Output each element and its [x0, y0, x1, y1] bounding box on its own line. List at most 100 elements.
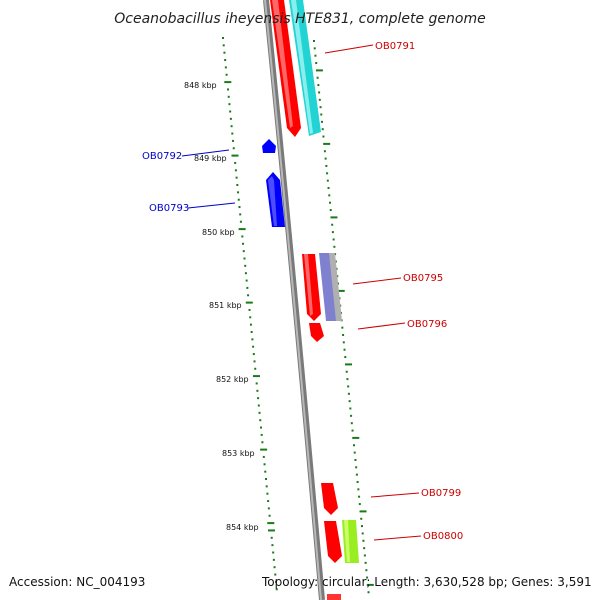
gene-label-ob0793[interactable]: OB0793 — [149, 203, 189, 214]
scale-label-854: 854 kbp — [226, 523, 259, 532]
outer-tick — [344, 363, 352, 366]
inner-tick — [224, 59, 227, 62]
inner-tick — [247, 294, 250, 297]
outer-tick — [337, 289, 345, 292]
inner-tick — [252, 353, 255, 356]
feature-ob0791[interactable] — [270, 0, 301, 137]
scale-label-850: 850 kbp — [202, 228, 235, 237]
inner-tick — [242, 242, 245, 245]
inner-tick — [270, 536, 273, 539]
outer-tick — [366, 576, 369, 579]
inner-tick — [260, 433, 263, 436]
gene-label-ob0792[interactable]: OB0792 — [142, 151, 182, 162]
outer-tick — [329, 209, 332, 212]
feature-ob0800-lime — [342, 520, 359, 563]
inner-tick — [267, 522, 275, 525]
inner-tick — [231, 132, 234, 135]
gene-label-ob0791[interactable]: OB0791 — [375, 41, 415, 52]
inner-tick — [246, 286, 249, 289]
outer-tick — [350, 422, 353, 425]
outer-tick — [359, 510, 367, 513]
inner-tick — [264, 478, 267, 480]
outer-tick — [320, 113, 323, 116]
accession-text: Accession: NC_004193 — [9, 575, 146, 589]
outer-tick — [346, 378, 349, 381]
outer-tick — [351, 429, 354, 432]
outer-tick — [347, 392, 350, 395]
inner-tick — [232, 147, 235, 150]
scale-label-849: 849 kbp — [194, 154, 227, 163]
inner-tick — [275, 588, 278, 591]
outer-tick — [328, 194, 331, 197]
outer-tick — [345, 370, 348, 373]
outer-tick — [348, 400, 351, 403]
inner-tick — [274, 573, 277, 576]
inner-tick — [237, 198, 240, 201]
inner-tick — [237, 191, 240, 194]
inner-tick — [231, 154, 239, 157]
outer-tick — [365, 569, 368, 572]
outer-tick — [362, 539, 365, 542]
inner-tick — [227, 95, 230, 98]
scale-label-852: 852 kbp — [216, 375, 249, 384]
outer-tick — [321, 128, 324, 131]
inner-tick — [260, 448, 268, 451]
outer-tick — [355, 466, 358, 469]
gene-label-ob0796[interactable]: OB0796 — [407, 319, 447, 330]
inner-tick — [251, 338, 254, 341]
feature-ob0795[interactable] — [302, 254, 321, 321]
feature-ob0792[interactable] — [262, 139, 276, 153]
feature-ob0793[interactable] — [266, 172, 285, 227]
outer-tick — [349, 407, 352, 410]
outer-tick — [350, 414, 353, 417]
gene-label-ob0795[interactable]: OB0795 — [403, 273, 443, 284]
inner-tick — [259, 426, 262, 429]
inner-tick — [232, 139, 235, 142]
inner-tick — [238, 206, 241, 209]
inner-tick — [227, 88, 230, 91]
inner-tick — [257, 397, 260, 400]
outer-tick — [331, 231, 334, 234]
label-leaders — [181, 44, 422, 541]
inner-tick — [225, 73, 228, 76]
feature-ob0800[interactable] — [324, 521, 342, 563]
outer-tick — [344, 356, 347, 359]
inner-tick — [249, 316, 252, 319]
outer-tick — [313, 47, 316, 50]
inner-tick — [229, 117, 232, 120]
feature-ob0796[interactable] — [309, 323, 324, 342]
gene-label-ob0800[interactable]: OB0800 — [423, 531, 463, 542]
inner-tick — [266, 492, 269, 495]
inner-tick — [224, 66, 227, 69]
outer-tick — [354, 458, 357, 461]
outer-tick — [326, 179, 329, 182]
outer-tick — [358, 495, 361, 498]
inner-tick — [244, 264, 247, 267]
inner-tick — [239, 213, 242, 216]
feature-ob0799[interactable] — [321, 483, 338, 515]
scale-label-851: 851 kbp — [209, 301, 242, 310]
outer-tick — [324, 157, 327, 160]
outer-tick — [330, 216, 338, 219]
outer-tick — [332, 238, 335, 241]
inner-tick — [241, 235, 244, 238]
outer-tick — [319, 106, 322, 109]
outer-tick — [333, 245, 336, 248]
outer-tick — [358, 503, 361, 506]
inner-tick — [271, 544, 274, 547]
outer-tick — [313, 40, 315, 42]
inner-tick — [229, 110, 232, 113]
inner-tick — [243, 257, 246, 260]
scale-label-853: 853 kbp — [222, 449, 255, 458]
outer-tick — [341, 326, 344, 329]
gene-label-ob0799[interactable]: OB0799 — [421, 488, 461, 499]
outer-tick — [314, 54, 317, 57]
outer-tick — [328, 201, 331, 204]
outer-tick — [356, 481, 359, 483]
inner-tick — [257, 404, 260, 407]
inner-tick — [272, 558, 275, 561]
inner-tick — [261, 441, 264, 444]
outer-tick — [315, 69, 323, 72]
feature-ob0795-purple — [319, 253, 342, 321]
